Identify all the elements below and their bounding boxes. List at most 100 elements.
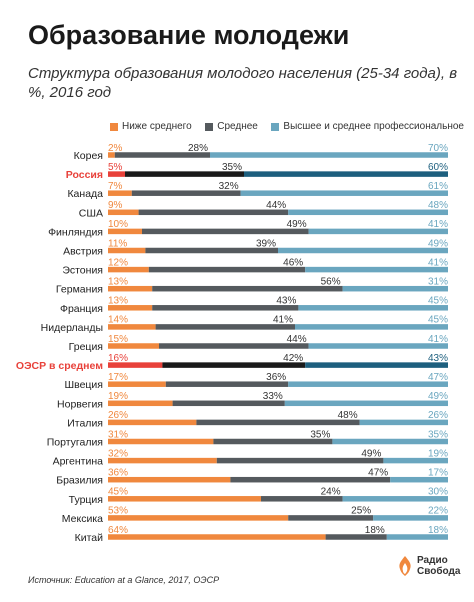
stacked-bar-chart: Корея 2% 28% 70% Россия 5% 35% 60% Канада 7% 32% 61… <box>16 143 448 544</box>
bar-below-италия <box>108 419 197 426</box>
category-label-аргентина: Аргентина <box>53 456 104 468</box>
value-label-secondary-китай: 18% <box>365 525 385 536</box>
value-label-higher-нидерланды: 45% <box>428 315 448 326</box>
value-label-below-португалия: 31% <box>108 429 128 440</box>
bar-secondary-эстония <box>148 266 306 273</box>
bar-below-аргентина <box>108 457 217 464</box>
chart-title: Образование молодежи <box>28 20 350 50</box>
value-label-higher-оэср-в-среднем: 43% <box>428 353 448 364</box>
legend-swatch-higher <box>271 122 280 131</box>
value-label-below-канада: 7% <box>108 181 123 192</box>
category-label-греция: Греция <box>69 341 103 353</box>
source-note: Источник: Education at a Glance, 2017, О… <box>28 575 220 585</box>
bar-secondary-нидерланды <box>155 324 295 330</box>
value-label-secondary-германия: 56% <box>321 276 341 287</box>
bar-secondary-мексика <box>288 515 374 521</box>
legend-swatch-below <box>110 122 118 131</box>
value-label-below-китай: 64% <box>108 525 128 536</box>
value-label-below-оэср-в-среднем: 16% <box>108 353 128 364</box>
logo-flame-icon <box>399 556 411 576</box>
bar-higher-германия <box>342 285 448 292</box>
value-label-secondary-франция: 43% <box>276 296 296 307</box>
bar-higher-греция <box>308 343 448 349</box>
bar-below-германия <box>108 285 153 292</box>
bar-secondary-швеция <box>165 381 289 387</box>
bar-secondary-китай <box>325 534 387 540</box>
bar-higher-оэср-в-среднем <box>305 362 448 368</box>
bar-secondary-сша <box>138 209 289 216</box>
value-label-higher-корея: 70% <box>428 143 448 154</box>
value-label-higher-греция: 41% <box>428 334 448 345</box>
value-label-higher-сша: 48% <box>428 200 448 211</box>
bar-secondary-италия <box>196 419 360 426</box>
bar-secondary-германия <box>152 285 343 292</box>
legend-item-below: Ниже среднего <box>110 121 192 132</box>
legend-label-below: Ниже среднего <box>122 121 192 132</box>
value-label-below-эстония: 12% <box>108 257 128 268</box>
bar-below-франция <box>108 305 153 311</box>
bar-higher-канада <box>240 190 448 196</box>
category-label-эстония: Эстония <box>62 265 103 277</box>
bar-higher-китай <box>386 534 448 540</box>
logo-line-1: Радио <box>417 555 448 566</box>
value-label-higher-эстония: 41% <box>428 257 448 268</box>
logo-text: Радио Свобода <box>417 555 460 577</box>
bar-higher-турция <box>342 496 448 502</box>
value-label-secondary-бразилия: 47% <box>368 467 388 478</box>
bar-secondary-бразилия <box>230 476 391 483</box>
value-label-higher-бразилия: 17% <box>428 467 448 478</box>
bar-below-турция <box>108 496 261 502</box>
value-label-secondary-канада: 32% <box>219 181 239 192</box>
bar-below-финляндия <box>108 228 142 235</box>
category-label-норвегия: Норвегия <box>57 398 103 410</box>
bar-below-мексика <box>108 515 289 521</box>
bar-higher-мексика <box>373 515 448 521</box>
value-label-below-франция: 13% <box>108 296 128 307</box>
value-label-below-бразилия: 36% <box>108 467 128 478</box>
value-label-higher-аргентина: 19% <box>428 448 448 459</box>
value-label-below-мексика: 53% <box>108 506 128 517</box>
bar-secondary-австрия <box>145 247 278 254</box>
category-label-корея: Корея <box>74 150 103 162</box>
value-label-higher-австрия: 49% <box>428 238 448 249</box>
value-label-below-россия: 5% <box>108 162 123 173</box>
bar-higher-бразилия <box>390 476 448 483</box>
bar-secondary-оэср-в-среднем <box>162 362 306 368</box>
bar-below-греция <box>108 343 159 349</box>
value-label-secondary-португалия: 35% <box>310 429 330 440</box>
legend-item-higher: Высшее и среднее профессиональное <box>271 121 464 132</box>
category-label-оэср-в-среднем: ОЭСР в среднем <box>16 360 103 372</box>
value-label-secondary-сша: 44% <box>266 200 286 211</box>
chart-subtitle: Структура образования молодого населения… <box>28 65 458 101</box>
legend-label-secondary: Среднее <box>217 121 258 132</box>
value-label-higher-германия: 31% <box>428 276 448 287</box>
bar-higher-финляндия <box>308 228 448 235</box>
category-label-турция: Турция <box>69 494 103 506</box>
value-label-secondary-аргентина: 49% <box>361 448 381 459</box>
bar-secondary-канада <box>131 190 241 196</box>
value-label-below-сша: 9% <box>108 200 123 211</box>
legend-swatch-secondary <box>205 122 214 131</box>
bar-higher-швеция <box>288 381 448 387</box>
category-label-мексика: Мексика <box>62 513 103 525</box>
value-label-secondary-греция: 44% <box>287 334 307 345</box>
bar-higher-нидерланды <box>295 324 448 330</box>
value-label-below-греция: 15% <box>108 334 128 345</box>
value-label-secondary-корея: 28% <box>188 143 208 154</box>
bar-higher-сша <box>288 209 448 216</box>
bar-secondary-финляндия <box>142 228 309 235</box>
bar-secondary-аргентина <box>216 457 384 464</box>
value-label-higher-финляндия: 41% <box>428 219 448 230</box>
bar-secondary-португалия <box>213 438 333 445</box>
bar-higher-россия <box>244 171 448 177</box>
value-label-secondary-италия: 48% <box>338 410 358 421</box>
bar-higher-португалия <box>332 438 448 445</box>
bar-below-бразилия <box>108 476 231 483</box>
value-label-below-финляндия: 10% <box>108 219 128 230</box>
value-label-secondary-нидерланды: 41% <box>273 315 293 326</box>
value-label-higher-португалия: 35% <box>428 429 448 440</box>
value-label-higher-франция: 45% <box>428 296 448 307</box>
bar-below-корея <box>108 152 115 158</box>
value-label-higher-норвегия: 49% <box>428 391 448 402</box>
category-label-нидерланды: Нидерланды <box>41 322 103 334</box>
